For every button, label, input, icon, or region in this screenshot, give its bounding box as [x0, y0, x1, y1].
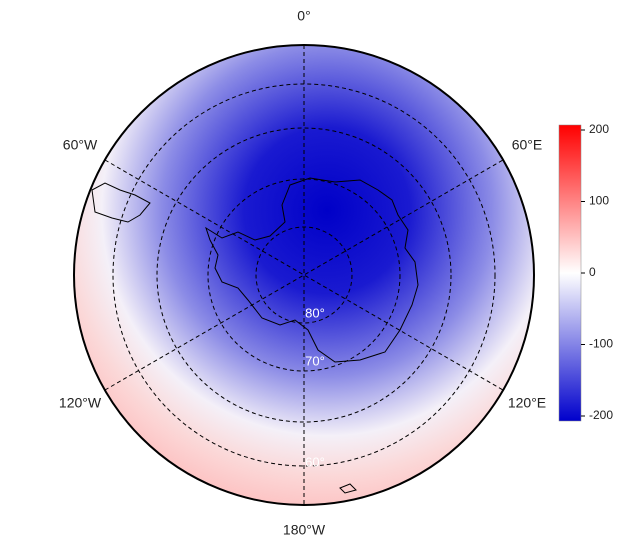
lat-label: 80° [305, 305, 325, 320]
colorbar-tick-label: -200 [589, 408, 613, 422]
lat-label: 70° [305, 353, 325, 368]
lon-label: 120°E [508, 395, 546, 411]
data-field [74, 45, 534, 505]
lon-label: 180°W [283, 522, 326, 538]
colorbar-scale [558, 124, 582, 422]
map-border [73, 44, 535, 506]
lon-label: 120°W [59, 395, 102, 411]
colorbar-tick-label: 200 [589, 122, 609, 136]
lon-label: 60°W [63, 137, 98, 153]
colorbar: 200 100 0 -100 -200 [558, 122, 613, 422]
south-america-coastline [91, 182, 151, 223]
lon-label: 60°E [512, 137, 543, 153]
colorbar-tick-label: 100 [589, 194, 609, 208]
antarctica-coastline [205, 177, 419, 363]
graticule [104, 45, 504, 505]
island [339, 483, 357, 494]
lon-label: 0° [297, 8, 310, 24]
lat-label: 60° [305, 454, 325, 469]
colorbar-tick-label: 0 [589, 265, 596, 279]
colorbar-tick-label: -100 [589, 337, 613, 351]
